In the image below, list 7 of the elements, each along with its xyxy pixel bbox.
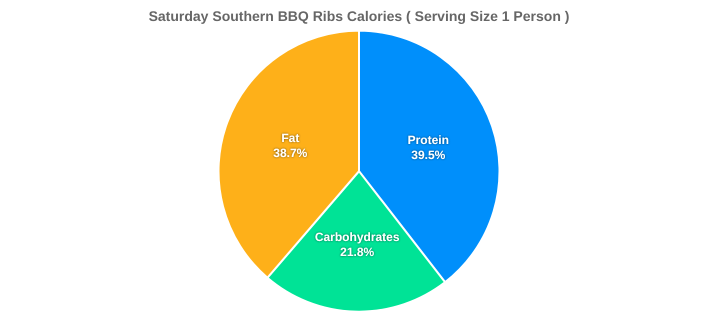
data-label: 21.8%	[340, 244, 374, 259]
slice-label: Protein	[408, 132, 449, 147]
chart-title: Saturday Southern BBQ Ribs Calories ( Serving Size 1 Person )	[148, 8, 570, 24]
slice-label: Fat	[281, 131, 300, 146]
data-label: 39.5%	[411, 148, 446, 162]
slice-label: Carbohydrates	[314, 230, 400, 244]
data-label: 38.7%	[273, 146, 308, 160]
